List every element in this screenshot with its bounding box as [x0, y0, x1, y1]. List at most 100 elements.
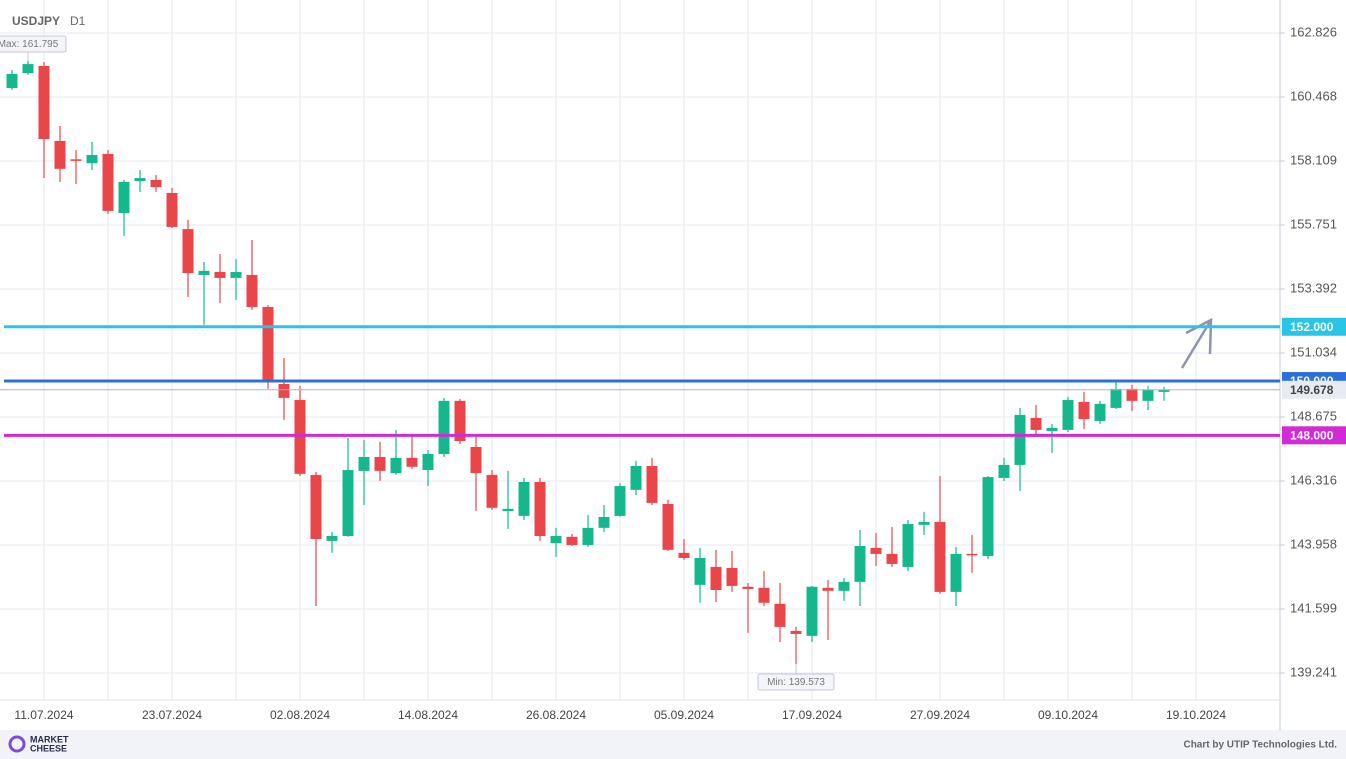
arrow-head	[1185, 317, 1213, 355]
candle-body	[326, 535, 338, 541]
candle-body	[614, 486, 626, 516]
x-tick-label: 02.08.2024	[270, 708, 330, 722]
candle-body	[454, 400, 466, 442]
candle-body	[902, 524, 914, 567]
y-tick-label: 158.109	[1290, 152, 1337, 167]
candle-body	[438, 400, 450, 455]
annotation-label: Max: 161.795	[0, 39, 59, 50]
annotation-box	[0, 35, 67, 53]
annotation-label: Min: 139.573	[767, 677, 825, 688]
candle-body	[294, 400, 306, 474]
candle-body	[870, 547, 882, 554]
y-tick-label: 155.751	[1290, 216, 1337, 231]
candle-body	[1158, 389, 1170, 392]
x-tick-label: 17.09.2024	[782, 708, 842, 722]
candle-body	[134, 178, 146, 182]
candle-body	[310, 474, 322, 539]
candle-body	[1014, 414, 1026, 465]
footer	[0, 730, 1346, 759]
candle-body	[38, 65, 50, 139]
candle-body	[1078, 401, 1090, 420]
candle-body	[1110, 388, 1122, 408]
candle-body	[70, 159, 82, 161]
candle-body	[6, 73, 18, 88]
annotation-box	[757, 673, 835, 691]
candle-body	[230, 271, 242, 278]
candle-body	[710, 566, 722, 590]
candle-body	[694, 557, 706, 585]
x-tick-label: 27.09.2024	[910, 708, 970, 722]
candle-body	[246, 274, 258, 307]
candle-body	[1126, 388, 1138, 401]
candle-body	[166, 192, 178, 227]
candle-body	[742, 586, 754, 589]
y-tick-label: 151.034	[1290, 344, 1337, 359]
plot	[6, 60, 1170, 664]
x-tick-label: 11.07.2024	[14, 708, 73, 722]
x-tick-label: 14.08.2024	[398, 708, 458, 722]
candle-body	[406, 457, 418, 467]
y-tick-label: 141.599	[1290, 600, 1337, 615]
candle-body	[838, 581, 850, 591]
logo-icon	[8, 735, 26, 753]
candle-body	[214, 271, 226, 278]
chart-subtitle: D1	[70, 14, 86, 28]
y-tick-label: 146.316	[1290, 472, 1337, 487]
y-tick-label: 148.675	[1290, 408, 1337, 423]
candle-body	[278, 384, 290, 398]
candle-body	[1046, 427, 1058, 431]
candle-body	[646, 465, 658, 503]
candle-body	[534, 481, 546, 536]
logo-text: CHEESE	[30, 743, 67, 753]
candle-body	[678, 552, 690, 558]
last-price-label: 149.678	[1290, 383, 1334, 397]
candle-body	[550, 535, 562, 544]
candle-body	[918, 521, 930, 525]
level-label-box	[1282, 426, 1346, 445]
level-label-box	[1282, 317, 1346, 336]
y-tick-label: 162.826	[1290, 24, 1337, 39]
candle-body	[966, 553, 978, 556]
candle-body	[486, 474, 498, 508]
candle-body	[358, 457, 370, 471]
y-tick-label: 139.241	[1290, 664, 1337, 679]
candle-body	[150, 179, 162, 188]
x-tick-label: 09.10.2024	[1038, 708, 1098, 722]
chart-title: USDJPY	[12, 14, 60, 28]
candle-body	[598, 516, 610, 528]
candle-body	[854, 546, 866, 582]
level-label: 152.000	[1290, 320, 1334, 334]
candle-body	[886, 553, 898, 564]
candle-body	[774, 603, 786, 627]
candle-body	[982, 477, 994, 557]
candle-body	[470, 446, 482, 474]
candle-body	[1094, 403, 1106, 421]
y-tick-label: 153.392	[1290, 280, 1337, 295]
candle-body	[1062, 400, 1074, 430]
candle-body	[422, 454, 434, 471]
candle-body	[662, 503, 674, 550]
logo-text: MARKET	[30, 734, 69, 744]
candle-body	[950, 553, 962, 592]
candle-body	[630, 465, 642, 490]
candle-body	[198, 270, 210, 275]
candle-body	[822, 587, 834, 591]
level-label: 148.000	[1290, 428, 1334, 442]
candle-body	[102, 153, 114, 211]
grid: 139.241 141.599 143.958 146.316 148.675 151.0…	[0, 0, 1337, 722]
last-price-box	[1282, 380, 1346, 399]
y-tick-label: 143.958	[1290, 536, 1337, 551]
candle-body	[518, 481, 530, 516]
y-tick-label: 160.468	[1290, 88, 1337, 103]
candle-body	[726, 568, 738, 586]
candle-body	[934, 521, 946, 592]
candle-body	[54, 140, 66, 169]
x-tick-label: 23.07.2024	[142, 708, 202, 722]
candle-body	[374, 457, 386, 471]
candle-body	[182, 229, 194, 274]
candle-body	[118, 181, 130, 214]
candle-body	[262, 306, 274, 382]
candle-body	[1142, 389, 1154, 401]
